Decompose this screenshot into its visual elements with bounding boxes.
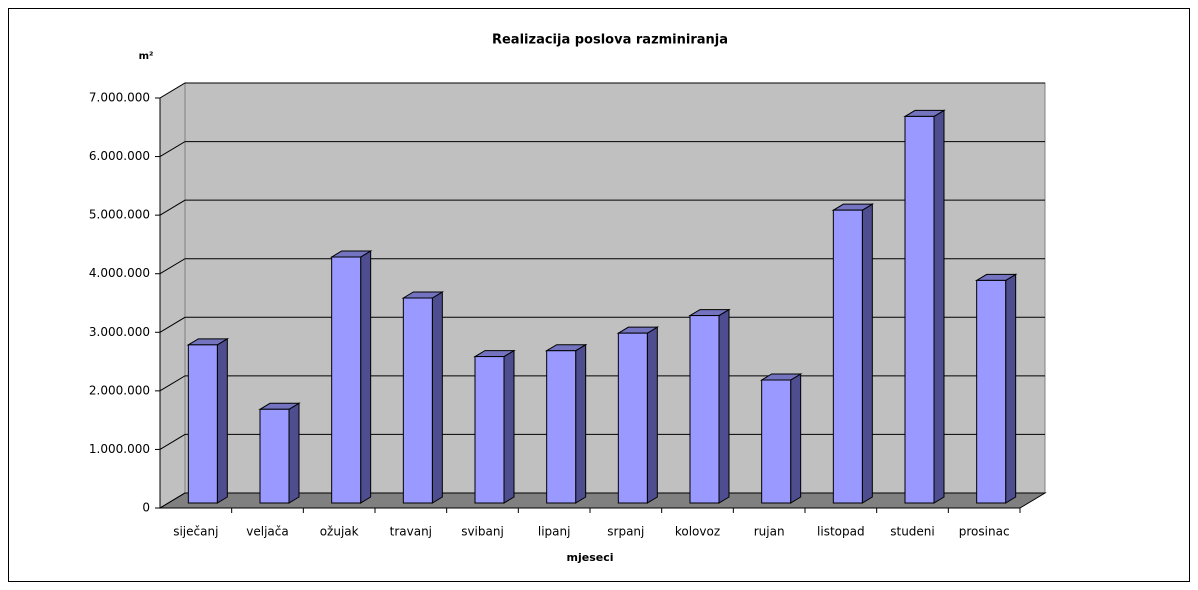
x-tick-label: rujan [754, 525, 785, 539]
bar-front [617, 332, 648, 504]
bar-side [790, 373, 802, 504]
chart-title: Realizacija poslova razminiranja [492, 33, 728, 48]
bar [186, 337, 230, 504]
x-tick-label: veljača [246, 525, 288, 539]
y-tick-label: 0 [142, 501, 150, 515]
bar-side [216, 337, 228, 504]
y-tick-label: 5.000.000 [89, 208, 150, 222]
grid-line [159, 82, 1045, 99]
bar-front [474, 356, 505, 504]
x-tick-label: studeni [890, 525, 935, 539]
x-tick-label: prosinac [959, 525, 1010, 539]
y-tick-label: 2.000.000 [89, 383, 150, 397]
bar [688, 308, 731, 504]
x-tick-label: siječanj [173, 525, 218, 539]
bar-side [503, 349, 515, 504]
grid-line [159, 375, 1045, 392]
bar [616, 326, 660, 504]
side-wall [159, 82, 186, 509]
bar [974, 273, 1018, 504]
x-tick-label: ožujak [320, 525, 359, 539]
bar-front [761, 379, 792, 504]
bar [759, 373, 803, 504]
bar [473, 349, 516, 504]
bar-front [904, 115, 935, 504]
y-tick-label: 4.000.000 [89, 266, 150, 280]
bar-side [431, 291, 443, 504]
bar-side [1005, 273, 1017, 504]
x-tick-label: kolovoz [675, 525, 720, 539]
grid-line [159, 199, 1045, 216]
bar [831, 203, 875, 504]
y-tick-label: 3.000.000 [89, 325, 150, 339]
bar [329, 250, 373, 504]
y-tick-label: 1.000.000 [89, 442, 150, 456]
bar-front [689, 315, 720, 504]
bar-side [718, 308, 730, 504]
bar-front [402, 297, 433, 504]
y-tick-label: 6.000.000 [89, 149, 150, 163]
x-tick-label: lipanj [538, 525, 571, 539]
bar [401, 291, 445, 504]
grid-line [159, 316, 1045, 333]
bar [544, 343, 588, 504]
bar-front [187, 344, 218, 504]
bar-side [288, 402, 300, 504]
bar-side [646, 326, 658, 504]
x-tick-label: travanj [390, 525, 432, 539]
x-tick-label: listopad [817, 525, 865, 539]
grid-line [159, 433, 1045, 450]
x-tick-label: srpanj [607, 525, 644, 539]
bar-front [976, 279, 1007, 504]
x-tick-label: svibanj [461, 525, 504, 539]
bar [903, 109, 946, 504]
bar-front [832, 209, 863, 504]
bar-front [331, 256, 362, 504]
y-axis-label: m² [139, 51, 154, 62]
grid-line [159, 492, 1045, 509]
grid-line [159, 258, 1045, 275]
bar [258, 402, 301, 504]
bar-side [861, 203, 873, 504]
x-axis-label: mjeseci [567, 551, 614, 564]
bar-front [259, 408, 290, 504]
y-tick-label: 7.000.000 [89, 91, 150, 105]
bar-front [546, 350, 577, 504]
bar-side [933, 109, 945, 504]
grid-line [159, 141, 1045, 158]
bar-side [360, 250, 372, 504]
bar-side [575, 343, 587, 504]
